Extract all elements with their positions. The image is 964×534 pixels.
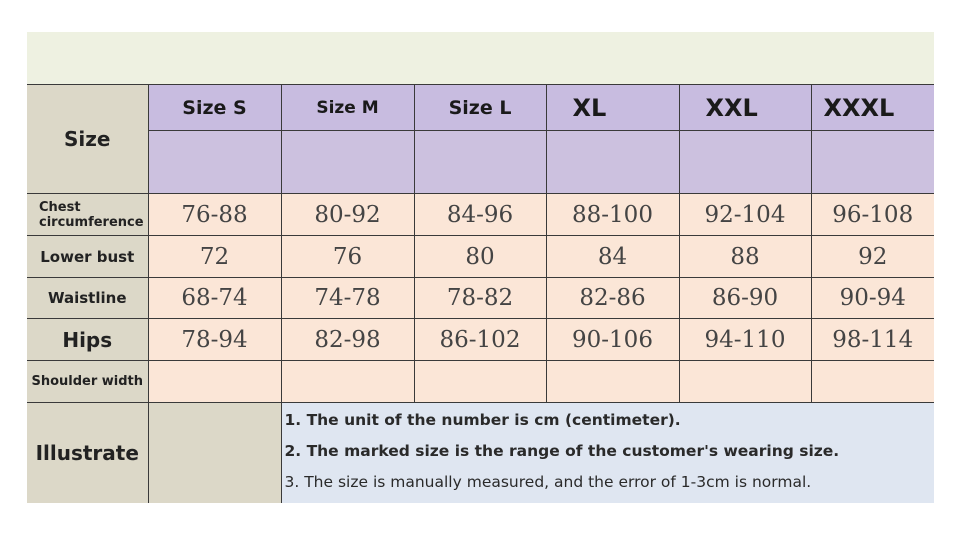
value-cell: 92-104 <box>678 193 812 236</box>
value-cell: 94-110 <box>678 318 812 361</box>
value-cell: 74-78 <box>280 277 415 319</box>
value-cell: 84 <box>545 235 680 278</box>
value-cell: 96-108 <box>810 193 934 236</box>
value-cell: 80-92 <box>280 193 415 236</box>
value-cell: 86-102 <box>413 318 547 361</box>
table-row: Chest circumference 76-88 80-92 84-96 88… <box>27 193 934 236</box>
top-band <box>27 32 934 84</box>
value-cell <box>147 360 282 403</box>
note-3: 3. The size is manually measured, and th… <box>284 473 812 491</box>
value-cell <box>810 360 934 403</box>
size-xl-header: XL <box>545 84 680 131</box>
table-row: Waistline 68-74 74-78 78-82 82-86 86-90 … <box>27 277 934 319</box>
value-cell: 78-94 <box>147 318 282 361</box>
value-cell <box>280 360 415 403</box>
table-row: Lower bust 72 76 80 84 88 92 <box>27 235 934 278</box>
size-xxl-header: XXL <box>678 84 812 131</box>
value-cell <box>545 360 680 403</box>
value-cell: 72 <box>147 235 282 278</box>
note-2: 2. The marked size is the range of the c… <box>284 442 840 460</box>
illustrate-image-cell <box>147 402 282 503</box>
row-label-shoulder-width: Shoulder width <box>27 360 149 403</box>
blank-cell <box>545 130 680 194</box>
value-cell: 68-74 <box>147 277 282 319</box>
size-chart-table: Size Size S Size M Size L XL XXL XXXL Ch… <box>27 84 934 503</box>
size-s-header: Size S <box>147 84 282 131</box>
blank-cell <box>413 130 547 194</box>
row-label-chest: Chest circumference <box>27 193 149 236</box>
value-cell: 76-88 <box>147 193 282 236</box>
value-cell: 84-96 <box>413 193 547 236</box>
illustrate-label: Illustrate <box>27 402 149 503</box>
size-l-header: Size L <box>413 84 547 131</box>
table-row: Hips 78-94 82-98 86-102 90-106 94-110 98… <box>27 318 934 361</box>
value-cell: 82-98 <box>280 318 415 361</box>
row-label-waistline: Waistline <box>27 277 149 319</box>
table-row: Shoulder width <box>27 360 934 403</box>
value-cell: 88 <box>678 235 812 278</box>
value-cell: 98-114 <box>810 318 934 361</box>
blank-cell <box>280 130 415 194</box>
illustrate-notes: 1. The unit of the number is cm (centime… <box>280 402 934 503</box>
blank-cell <box>678 130 812 194</box>
row-label-lower-bust: Lower bust <box>27 235 149 278</box>
value-cell: 92 <box>810 235 934 278</box>
value-cell: 86-90 <box>678 277 812 319</box>
blank-cell <box>810 130 934 194</box>
size-m-header: Size M <box>280 84 415 131</box>
size-header-row: Size Size S Size M Size L XL XXL XXXL <box>27 84 934 194</box>
value-cell: 82-86 <box>545 277 680 319</box>
value-cell <box>413 360 547 403</box>
value-cell: 90-106 <box>545 318 680 361</box>
value-cell: 88-100 <box>545 193 680 236</box>
value-cell: 76 <box>280 235 415 278</box>
value-cell: 78-82 <box>413 277 547 319</box>
value-cell: 80 <box>413 235 547 278</box>
row-label-hips: Hips <box>27 318 149 361</box>
size-xxxl-header: XXXL <box>810 84 934 131</box>
blank-cell <box>147 130 282 194</box>
value-cell <box>678 360 812 403</box>
illustrate-row: Illustrate 1. The unit of the number is … <box>27 402 934 503</box>
note-1: 1. The unit of the number is cm (centime… <box>284 411 681 429</box>
size-subheader-row <box>27 130 934 194</box>
value-cell: 90-94 <box>810 277 934 319</box>
size-label: Size <box>27 84 149 194</box>
